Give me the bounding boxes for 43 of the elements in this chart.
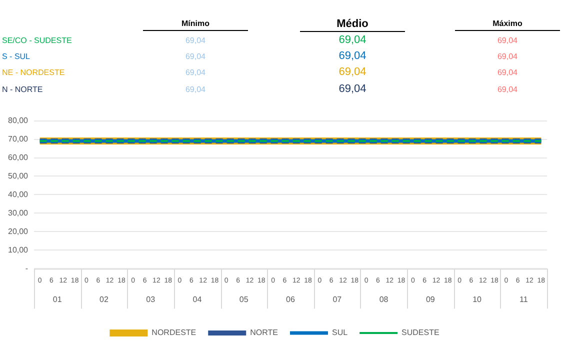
text: 69,04 xyxy=(496,36,519,45)
y-tick-label: - xyxy=(25,264,28,273)
text: 01 xyxy=(52,294,62,304)
text: 04 xyxy=(192,294,202,304)
y-tick-label: 40,00 xyxy=(8,190,29,199)
legend-label: NORTE xyxy=(250,328,278,338)
legend-label: NORDESTE xyxy=(152,328,196,338)
y-tick-label: 80,00 xyxy=(8,116,29,126)
text: 69,04 xyxy=(496,68,519,77)
text: 69,04 xyxy=(184,68,207,77)
text: 69,04 xyxy=(338,83,368,95)
text: 69,04 xyxy=(338,50,368,62)
text: Mínimo xyxy=(143,18,248,31)
text: Médio xyxy=(300,17,405,32)
text: 02 xyxy=(100,294,109,304)
text: 69,04 xyxy=(338,34,368,46)
legend-label: SUL xyxy=(332,328,348,338)
y-tick-label: 30,00 xyxy=(8,208,29,218)
text: 03 xyxy=(146,294,156,304)
text: 69,04 xyxy=(338,66,368,78)
y-tick-label: 70,00 xyxy=(8,134,29,144)
text: NE - NORDESTE xyxy=(2,68,65,77)
y-tick-label: 60,00 xyxy=(8,152,29,162)
y-tick-label: 10,00 xyxy=(8,245,29,254)
text: SE/CO - SUDESTE xyxy=(2,36,72,45)
text: Máximo xyxy=(455,18,560,31)
text: 05 xyxy=(239,294,249,304)
text: 08 xyxy=(379,294,389,304)
text: S - SUL xyxy=(2,52,30,61)
text: 06 xyxy=(286,294,296,304)
text: 10 xyxy=(472,294,482,304)
text: 69,04 xyxy=(184,36,207,45)
y-tick-label: 20,00 xyxy=(8,226,29,236)
legend-label: SUDESTE xyxy=(402,328,440,338)
text: 07 xyxy=(332,294,342,304)
text: 69,04 xyxy=(184,85,207,94)
text: 11 xyxy=(520,294,528,304)
text: 09 xyxy=(426,294,436,304)
y-tick-label: 50,00 xyxy=(8,171,29,180)
text: 69,04 xyxy=(184,52,207,61)
text: N - NORTE xyxy=(2,85,43,94)
text: 69,04 xyxy=(496,85,519,94)
text: 69,04 xyxy=(496,52,519,61)
